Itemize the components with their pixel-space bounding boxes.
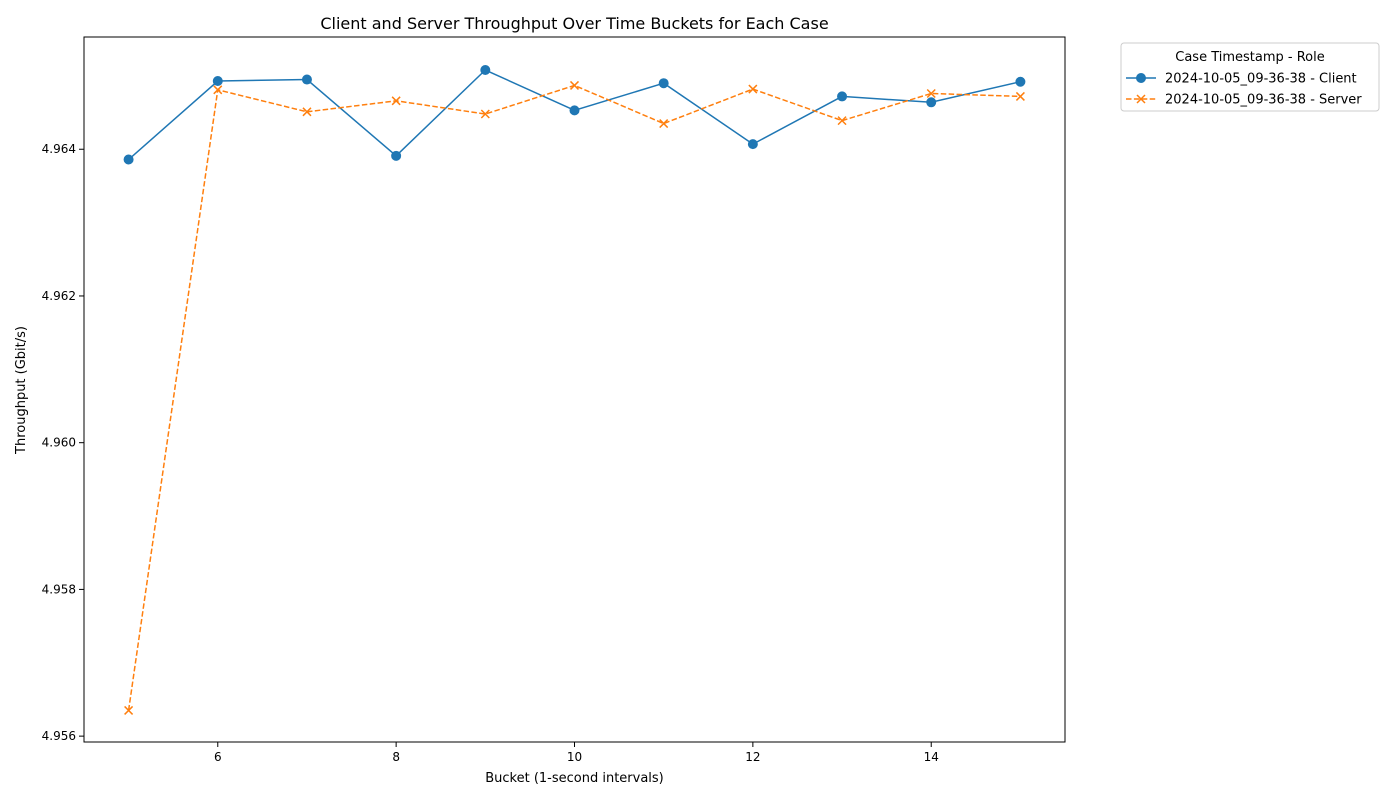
chart-title: Client and Server Throughput Over Time B… [320,14,828,33]
y-tick-label: 4.956 [42,729,76,743]
y-axis-label: Throughput (Gbit/s) [14,326,29,455]
data-point [124,705,134,715]
x-axis: 6 8 10 12 14 [214,742,939,764]
data-point [837,116,847,126]
legend-entry: 2024-10-05_09-36-38 - Server [1126,93,1362,108]
data-point [212,76,223,87]
legend-title: Case Timestamp - Role [1175,50,1324,65]
x-tick-label: 10 [567,750,582,764]
plot-area [83,36,1066,743]
plot-frame [83,36,1066,743]
x-tick-label: 8 [392,750,400,764]
y-tick-label: 4.958 [42,582,76,596]
x-axis-label: Bucket (1-second intervals) [485,771,664,786]
y-tick-label: 4.964 [42,142,76,156]
data-point [748,84,758,94]
legend-entries: 2024-10-05_09-36-38 - Client 2024-10-05_0… [1126,72,1362,108]
x-tick-label: 14 [924,750,939,764]
legend-marker [1136,73,1146,83]
series-line [127,84,1021,711]
y-tick-label: 4.962 [42,289,76,303]
x-tick-label: 12 [745,750,760,764]
data-point [659,119,669,129]
data-point [569,80,580,90]
y-axis: 4.956 4.958 4.960 4.962 4.964 [42,142,84,743]
series-server [124,80,1025,715]
y-tick-label: 4.960 [42,436,76,450]
legend: Case Timestamp - Role 2024-10-05_09-36-3… [1120,42,1380,112]
legend-label: 2024-10-05_09-36-38 - Server [1165,93,1362,108]
x-tick-label: 6 [214,750,222,764]
data-point [569,105,580,116]
data-point [926,97,937,108]
data-point [837,91,848,102]
data-point [391,150,402,161]
data-point [1015,91,1025,101]
data-point [302,107,312,117]
data-point [1015,76,1026,87]
data-point [480,65,491,76]
data-point [213,85,223,95]
series-layer [123,65,1026,715]
data-point [926,88,936,99]
series-client [123,65,1026,165]
data-point [391,96,401,106]
data-point [658,78,669,89]
data-point [480,109,490,119]
legend-label: 2024-10-05_09-36-38 - Client [1165,72,1357,87]
data-point [301,74,312,85]
legend-entry: 2024-10-05_09-36-38 - Client [1126,72,1357,87]
data-point [747,139,758,150]
data-point [123,154,134,165]
legend-marker [1136,94,1146,104]
legend-box [1120,42,1380,112]
